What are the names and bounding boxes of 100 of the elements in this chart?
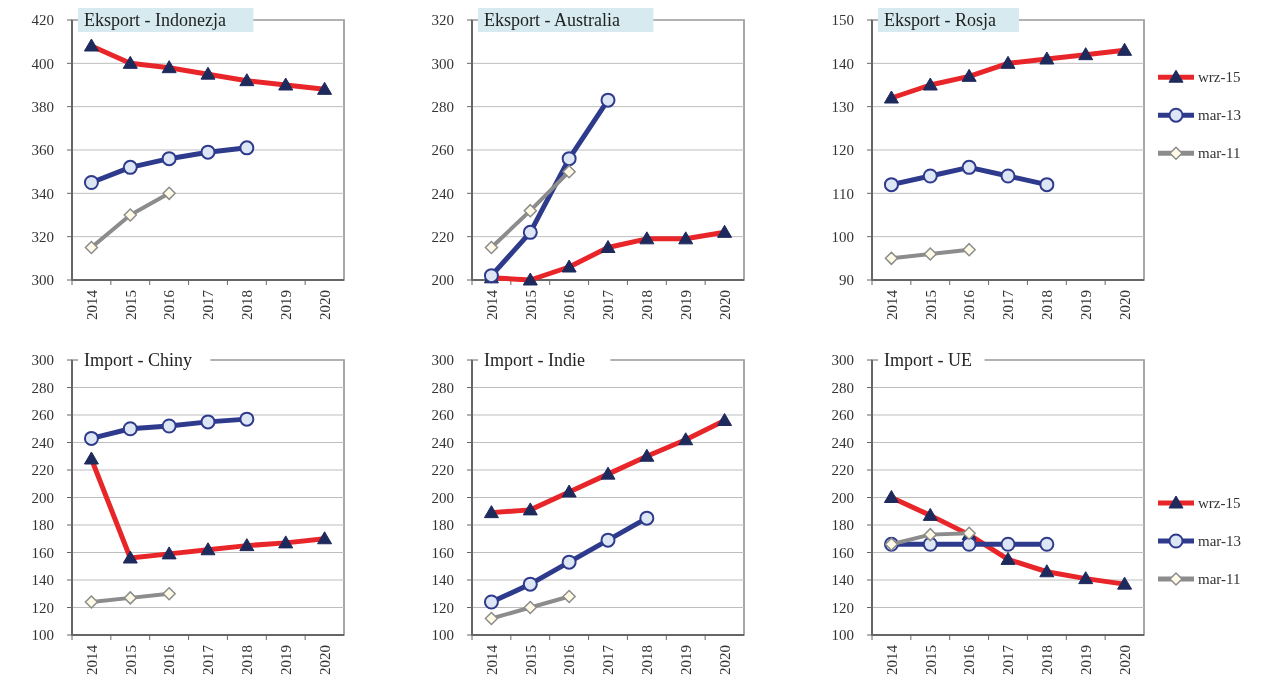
point <box>923 527 938 542</box>
point <box>484 611 499 626</box>
y-tick-label: 240 <box>431 434 454 451</box>
x-tick-label: 2014 <box>483 644 500 675</box>
y-tick-label: 220 <box>431 462 454 479</box>
x-tick-label: 2015 <box>922 290 939 320</box>
x-tick-label: 2016 <box>561 289 578 320</box>
x-tick-label: 2019 <box>677 645 694 675</box>
point <box>1039 536 1055 552</box>
y-tick-label: 120 <box>431 599 454 616</box>
x-tick-label: 2020 <box>1116 290 1133 320</box>
x-tick-label: 2017 <box>600 644 617 675</box>
x-tick-label: 2019 <box>277 290 294 320</box>
y-tick-label: 100 <box>831 228 854 245</box>
point <box>483 594 499 610</box>
point <box>962 242 976 257</box>
y-tick-label: 340 <box>31 185 54 202</box>
point <box>239 140 255 156</box>
x-tick-label: 2018 <box>239 290 256 320</box>
y-tick-label: 160 <box>431 544 454 561</box>
y-tick-label: 380 <box>31 98 54 115</box>
x-tick-label: 2019 <box>277 645 294 675</box>
chart-title: Eksport - Rosja <box>884 10 996 31</box>
x-tick-label: 2014 <box>483 289 500 320</box>
point <box>1000 168 1016 184</box>
legend-label: mar-13 <box>1198 107 1242 124</box>
x-tick-label: 2018 <box>1039 290 1056 320</box>
x-tick-label: 2019 <box>1077 645 1094 675</box>
point <box>122 159 138 175</box>
y-tick-label: 320 <box>431 12 454 29</box>
x-tick-label: 2014 <box>83 644 100 675</box>
y-tick-label: 320 <box>31 228 54 245</box>
x-tick-label: 2018 <box>639 290 656 320</box>
y-tick-label: 280 <box>31 379 54 396</box>
x-tick-label: 2019 <box>677 290 694 320</box>
y-tick-label: 240 <box>31 434 54 451</box>
chart-title: Eksport - Australia <box>484 10 620 31</box>
point <box>123 208 138 222</box>
point <box>200 144 216 160</box>
x-tick-label: 2015 <box>122 290 139 320</box>
y-tick-label: 300 <box>431 352 454 369</box>
y-tick-label: 200 <box>31 489 54 506</box>
y-tick-label: 180 <box>831 517 854 534</box>
point <box>884 251 899 266</box>
x-tick-label: 2016 <box>161 644 178 675</box>
point <box>883 177 899 193</box>
point <box>600 532 616 548</box>
x-tick-label: 2014 <box>883 644 900 675</box>
y-tick-label: 360 <box>31 142 54 159</box>
y-tick-label: 180 <box>431 517 454 534</box>
x-tick-label: 2015 <box>122 645 139 675</box>
point <box>1000 536 1016 552</box>
y-tick-label: 130 <box>831 98 854 115</box>
point <box>161 151 177 167</box>
x-tick-label: 2015 <box>522 645 539 675</box>
x-tick-label: 2020 <box>316 290 333 320</box>
x-tick-label: 2018 <box>639 645 656 675</box>
y-tick-label: 280 <box>431 98 454 115</box>
legend-label: wrz-15 <box>1198 495 1241 512</box>
x-tick-label: 2017 <box>1000 644 1017 675</box>
y-tick-label: 260 <box>431 142 454 159</box>
y-tick-label: 280 <box>831 379 854 396</box>
y-tick-label: 100 <box>31 627 54 644</box>
y-tick-label: 140 <box>831 55 854 72</box>
y-tick-label: 100 <box>831 627 854 644</box>
y-tick-label: 300 <box>431 55 454 72</box>
y-tick-label: 240 <box>831 434 854 451</box>
y-tick-label: 100 <box>431 627 454 644</box>
point <box>523 203 538 218</box>
point <box>122 421 138 437</box>
legend-label: mar-13 <box>1198 533 1242 550</box>
y-tick-label: 200 <box>431 489 454 506</box>
point <box>161 418 177 434</box>
point <box>522 224 538 240</box>
point <box>523 600 538 615</box>
y-tick-label: 180 <box>31 517 54 534</box>
y-tick-label: 300 <box>31 272 54 289</box>
x-tick-label: 2018 <box>1039 645 1056 675</box>
chart-title: Import - Chiny <box>84 350 192 371</box>
y-tick-label: 200 <box>831 489 854 506</box>
x-tick-label: 2015 <box>522 290 539 320</box>
y-tick-label: 120 <box>831 142 854 159</box>
x-tick-label: 2017 <box>200 644 217 675</box>
y-tick-label: 110 <box>832 185 854 202</box>
x-tick-label: 2020 <box>716 290 733 320</box>
y-tick-label: 160 <box>831 544 854 561</box>
point <box>200 414 216 430</box>
y-tick-label: 220 <box>831 462 854 479</box>
x-tick-label: 2020 <box>1116 645 1133 675</box>
y-tick-label: 120 <box>831 599 854 616</box>
point <box>561 151 577 167</box>
point <box>639 510 655 526</box>
point <box>961 159 977 175</box>
y-tick-label: 400 <box>31 55 54 72</box>
y-tick-label: 300 <box>31 352 54 369</box>
point <box>961 536 977 552</box>
point <box>83 175 99 190</box>
point <box>84 595 99 609</box>
y-tick-label: 140 <box>831 572 854 589</box>
y-tick-label: 260 <box>831 407 854 424</box>
